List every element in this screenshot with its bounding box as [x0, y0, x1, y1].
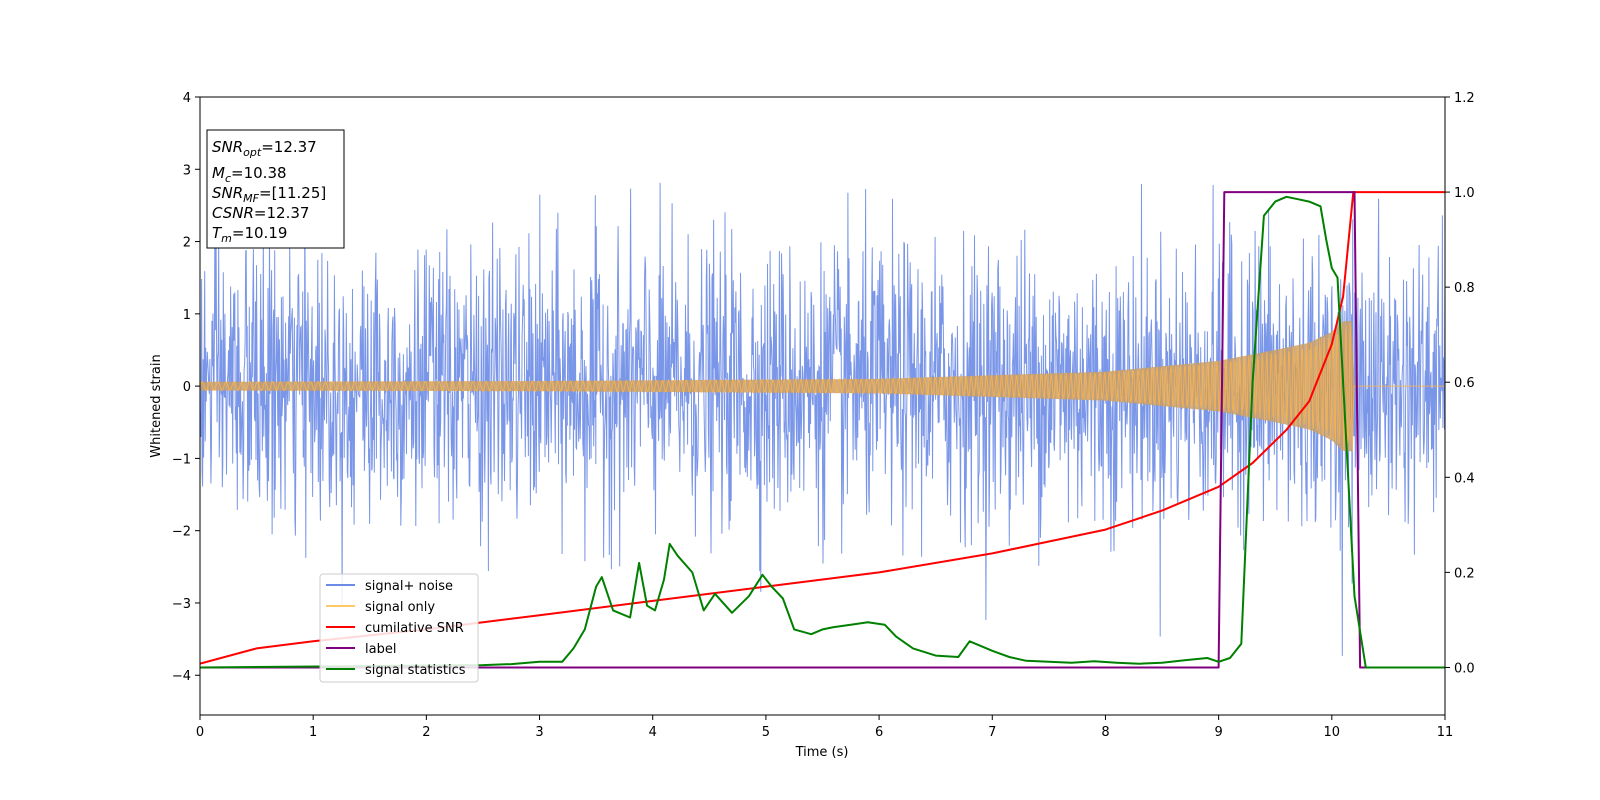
mc-annotation: Mc=10.38 [212, 164, 287, 185]
legend-item: label [326, 642, 396, 657]
x-tick-label: 4 [649, 725, 657, 740]
y-left-tick-label: 1 [183, 308, 191, 323]
legend-item: signal statistics [326, 663, 466, 678]
x-axis-label: Time (s) [795, 745, 849, 760]
legend-frame [319, 573, 479, 683]
legend-item: signal only [326, 600, 435, 615]
y-axis-label: Whitened strain [149, 354, 164, 457]
y-right-tick-label: 0.0 [1454, 661, 1475, 676]
x-tick-label: 3 [535, 725, 543, 740]
snr-opt-value: =12.37 [261, 138, 317, 156]
snr-opt-annotation: SNRopt=12.37 [212, 138, 317, 159]
legend-label: signal only [365, 600, 435, 615]
y-right-tick-label: 0.6 [1454, 376, 1475, 391]
y-left-tick-label: 4 [183, 91, 191, 106]
legend-item: signal+ noise [326, 579, 453, 594]
x-tick-label: 10 [1324, 725, 1341, 740]
y-right-tick-label: 0.2 [1454, 566, 1475, 581]
signal-only-series [200, 321, 1445, 452]
tm-symbol: T [212, 224, 223, 242]
legend-label: signal statistics [365, 663, 466, 678]
snr-mf-annotation: SNRMF=[11.25] [212, 184, 326, 205]
legend-item: cumilative SNR [326, 621, 464, 636]
tm-annotation: Tm=10.19 [212, 224, 287, 245]
tm-subscript: m [221, 232, 232, 245]
plot-frame [199, 96, 1446, 716]
snr-mf-value: =[11.25] [259, 184, 326, 202]
y-left-tick-label: −3 [172, 597, 191, 612]
x-tick-label: 9 [1214, 725, 1222, 740]
stats-annotation-box: SNRopt=12.37 Mc=10.38 SNRMF=[11.25] CSNR… [206, 129, 345, 249]
y-axis-left: 4 3 2 1 0 −1 −2 −3 −4 [172, 91, 200, 684]
x-tick-label: 11 [1437, 725, 1454, 740]
signal-only-line [200, 323, 1445, 452]
x-tick-label: 7 [988, 725, 996, 740]
mc-subscript: c [225, 172, 231, 185]
x-tick-label: 1 [309, 725, 317, 740]
y-axis-right: 1.2 1.0 0.8 0.6 0.4 0.2 0.0 [1445, 91, 1475, 676]
mc-symbol: M [212, 164, 225, 182]
x-axis: 0 1 2 3 4 5 6 7 8 9 10 11 [196, 715, 1453, 740]
snr-mf-subscript: MF [243, 192, 259, 205]
y-right-tick-label: 0.8 [1454, 281, 1475, 296]
legend-label: cumilative SNR [365, 621, 464, 636]
csnr-annotation: CSNR=12.37 [212, 204, 309, 222]
y-left-tick-label: −1 [172, 452, 191, 467]
snr-opt-symbol: SNR [212, 138, 243, 156]
csnr-symbol: CSNR [212, 204, 254, 222]
y-right-tick-label: 0.4 [1454, 471, 1475, 486]
csnr-value: =12.37 [254, 204, 310, 222]
x-tick-label: 5 [762, 725, 770, 740]
x-tick-label: 6 [875, 725, 883, 740]
x-tick-label: 0 [196, 725, 204, 740]
y-left-tick-label: 3 [183, 163, 191, 178]
y-left-tick-label: 0 [183, 380, 191, 395]
legend-label: label [365, 642, 396, 657]
snr-opt-subscript: opt [243, 146, 262, 159]
x-tick-label: 2 [422, 725, 430, 740]
mc-value: =10.38 [231, 164, 287, 182]
legend-label: signal+ noise [365, 579, 453, 594]
tm-value: =10.19 [232, 224, 288, 242]
annotation-frame [206, 129, 345, 249]
y-right-tick-label: 1.0 [1454, 186, 1475, 201]
y-left-tick-label: 2 [183, 236, 191, 251]
signal-only-envelope [200, 321, 1445, 452]
y-left-tick-label: −4 [172, 669, 191, 684]
y-right-tick-label: 1.2 [1454, 91, 1475, 106]
legend: signal+ noise signal only cumilative SNR… [319, 573, 479, 683]
x-tick-label: 8 [1101, 725, 1109, 740]
y-left-tick-label: −2 [172, 525, 191, 540]
snr-mf-symbol: SNR [212, 184, 243, 202]
signal-statistics-line [200, 195, 1445, 669]
